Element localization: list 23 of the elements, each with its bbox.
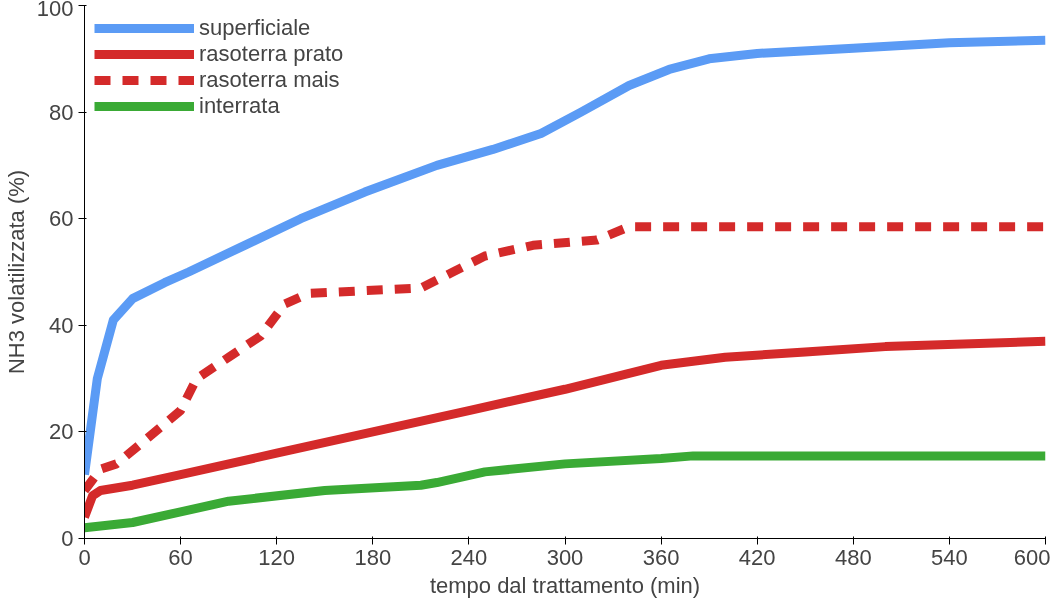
- legend-label: rasoterra prato: [199, 41, 344, 67]
- x-tick-label: 60: [168, 544, 193, 570]
- x-tick-label: 180: [354, 544, 392, 570]
- x-tick-label: 480: [834, 544, 872, 570]
- x-tick-label: 600: [1013, 544, 1051, 570]
- legend-label: superficiale: [199, 15, 311, 41]
- x-tick-label: 0: [78, 544, 91, 570]
- x-tick-label: 240: [450, 544, 488, 570]
- legend-label: interrata: [199, 93, 280, 119]
- y-axis-title: NH3 volatilizzata (%): [3, 169, 29, 375]
- x-axis-title: tempo dal trattamento (min): [429, 572, 701, 598]
- y-tick-label: 0: [61, 526, 74, 551]
- x-tick-label: 120: [258, 544, 296, 570]
- y-tick-label: 40: [49, 312, 74, 338]
- y-tick-label: 20: [49, 419, 74, 445]
- y-tick-label: 100: [36, 0, 74, 21]
- x-tick-label: 540: [931, 544, 968, 570]
- x-tick-label: 420: [738, 544, 776, 570]
- y-tick-label: 80: [49, 99, 74, 125]
- legend-label: rasoterra mais: [199, 67, 340, 93]
- x-tick-label: 300: [546, 544, 584, 570]
- x-tick-label: 360: [642, 544, 680, 570]
- y-tick-label: 60: [49, 206, 74, 232]
